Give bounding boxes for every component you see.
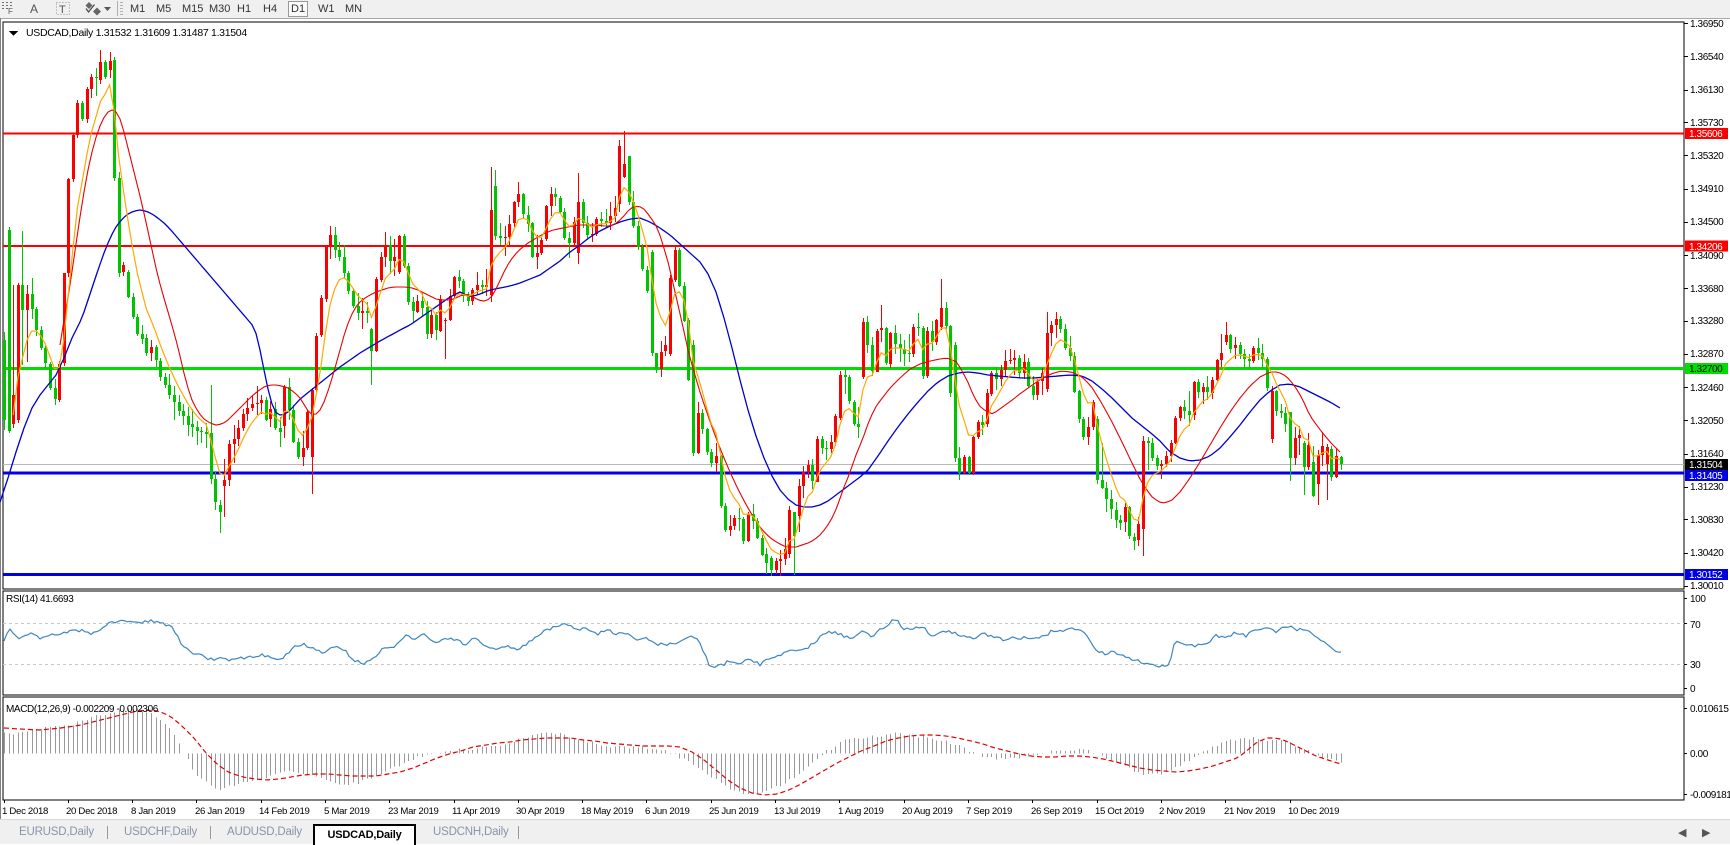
svg-text:MACD(12,26,9) -0.002209 -0.002: MACD(12,26,9) -0.002209 -0.002306 [6, 704, 159, 715]
svg-text:1.34090: 1.34090 [1690, 251, 1724, 262]
svg-text:F: F [8, 7, 13, 16]
svg-text:1.30010: 1.30010 [1690, 581, 1724, 592]
svg-text:30: 30 [1690, 660, 1701, 671]
svg-text:0: 0 [1690, 684, 1696, 695]
svg-text:1.32700: 1.32700 [1689, 364, 1723, 375]
svg-text:5 Mar 2019: 5 Mar 2019 [324, 806, 370, 817]
svg-text:1.36130: 1.36130 [1690, 85, 1724, 96]
svg-text:1.34910: 1.34910 [1690, 184, 1724, 195]
svg-text:1.35730: 1.35730 [1690, 118, 1724, 129]
svg-text:100: 100 [1690, 594, 1706, 605]
svg-text:1 Aug 2019: 1 Aug 2019 [838, 806, 884, 817]
svg-text:A: A [30, 2, 38, 16]
svg-text:1.30420: 1.30420 [1690, 548, 1724, 559]
svg-text:1.30830: 1.30830 [1690, 515, 1724, 526]
svg-text:1.34500: 1.34500 [1690, 217, 1724, 228]
svg-text:7 Sep 2019: 7 Sep 2019 [966, 806, 1012, 817]
svg-text:1.31230: 1.31230 [1690, 482, 1724, 493]
svg-text:1.31405: 1.31405 [1689, 471, 1723, 482]
svg-text:10 Dec 2019: 10 Dec 2019 [1288, 806, 1339, 817]
svg-text:1.31640: 1.31640 [1690, 449, 1724, 460]
svg-text:0.00: 0.00 [1690, 749, 1709, 760]
svg-text:1.36540: 1.36540 [1690, 52, 1724, 63]
svg-text:26 Jan 2019: 26 Jan 2019 [195, 806, 245, 817]
svg-text:20 Dec 2018: 20 Dec 2018 [66, 806, 117, 817]
svg-text:11 Apr 2019: 11 Apr 2019 [452, 806, 500, 817]
svg-text:1.32870: 1.32870 [1690, 349, 1724, 360]
svg-text:-0.009181: -0.009181 [1690, 790, 1730, 801]
svg-text:1.30152: 1.30152 [1689, 570, 1723, 581]
svg-text:T: T [59, 4, 66, 16]
svg-text:2 Nov 2019: 2 Nov 2019 [1159, 806, 1205, 817]
svg-text:0.010615: 0.010615 [1690, 704, 1729, 715]
svg-text:70: 70 [1690, 620, 1701, 631]
svg-text:1.32050: 1.32050 [1690, 416, 1724, 427]
svg-text:14 Feb 2019: 14 Feb 2019 [259, 806, 310, 817]
svg-text:20 Aug 2019: 20 Aug 2019 [902, 806, 953, 817]
svg-text:15 Oct 2019: 15 Oct 2019 [1095, 806, 1144, 817]
svg-text:25 Jun 2019: 25 Jun 2019 [709, 806, 759, 817]
svg-text:1.34206: 1.34206 [1689, 242, 1723, 253]
svg-text:RSI(14) 41.6693: RSI(14) 41.6693 [6, 594, 74, 605]
svg-text:13 Jul 2019: 13 Jul 2019 [774, 806, 820, 817]
svg-text:30 Apr 2019: 30 Apr 2019 [516, 806, 564, 817]
svg-text:23 Mar 2019: 23 Mar 2019 [388, 806, 439, 817]
svg-text:1 Dec 2018: 1 Dec 2018 [2, 806, 48, 817]
svg-text:21 Nov 2019: 21 Nov 2019 [1224, 806, 1275, 817]
svg-text:1.31504: 1.31504 [1689, 460, 1723, 471]
svg-text:6 Jun 2019: 6 Jun 2019 [645, 806, 689, 817]
svg-text:1.35320: 1.35320 [1690, 151, 1724, 162]
svg-text:1.33280: 1.33280 [1690, 316, 1724, 327]
svg-text:1.36950: 1.36950 [1690, 19, 1724, 30]
svg-text:1.32460: 1.32460 [1690, 383, 1724, 394]
svg-text:8 Jan 2019: 8 Jan 2019 [131, 806, 175, 817]
svg-text:USDCAD,Daily 1.31532 1.31609: USDCAD,Daily 1.31532 1.31609 1.31487 1.3… [26, 27, 247, 39]
svg-text:1.33680: 1.33680 [1690, 284, 1724, 295]
svg-text:18 May 2019: 18 May 2019 [581, 806, 633, 817]
svg-text:26 Sep 2019: 26 Sep 2019 [1031, 806, 1082, 817]
svg-text:1.35606: 1.35606 [1689, 129, 1723, 140]
